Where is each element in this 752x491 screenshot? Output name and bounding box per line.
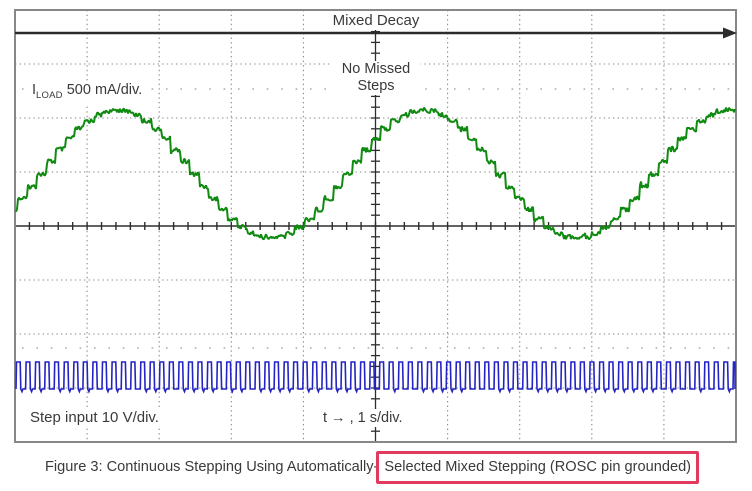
iload-subscript: LOAD — [36, 89, 63, 101]
step-input-waveform — [15, 361, 736, 394]
caption-highlighted-text: Selected Mixed Stepping (ROSC pin ground… — [384, 459, 692, 475]
mixed-decay-text: Mixed Decay — [332, 12, 420, 29]
step-input-text: Step input 10 V/div. — [30, 409, 159, 426]
time-scale-text: t → , 1 s/div. — [323, 410, 403, 426]
iload-symbol: I — [32, 82, 37, 98]
iload-waveform — [15, 107, 736, 241]
no-missed-line1: No Missed — [341, 61, 411, 77]
figure-caption: Figure 3: Continuous Stepping Using Auto… — [45, 451, 700, 484]
time-scale-label: t → , 1 s/div. — [317, 409, 409, 427]
frame-rect — [14, 9, 737, 443]
step-input-scale-label: Step input 10 V/div. — [25, 409, 164, 427]
right-arrow-icon — [723, 27, 737, 39]
iload-scale-text: 500 mA/div. — [66, 82, 143, 98]
iload-scale-label: ILOAD 500 mA/div. — [27, 81, 148, 105]
mixed-decay-time-arrow — [15, 27, 737, 39]
caption-prefix: Figure 3: Continuous Stepping Using Auto… — [45, 459, 379, 475]
no-missed-steps-label: No Missed Steps — [331, 61, 421, 95]
mixed-decay-label: Mixed Decay — [324, 11, 428, 30]
step-input-trace — [15, 361, 736, 394]
no-missed-line2: Steps — [357, 78, 395, 94]
iload-trace — [15, 107, 736, 241]
caption-highlight-box: Selected Mixed Stepping (ROSC pin ground… — [376, 451, 700, 484]
graticule-fine-dots — [22, 88, 732, 349]
graticule-frame — [14, 9, 737, 443]
